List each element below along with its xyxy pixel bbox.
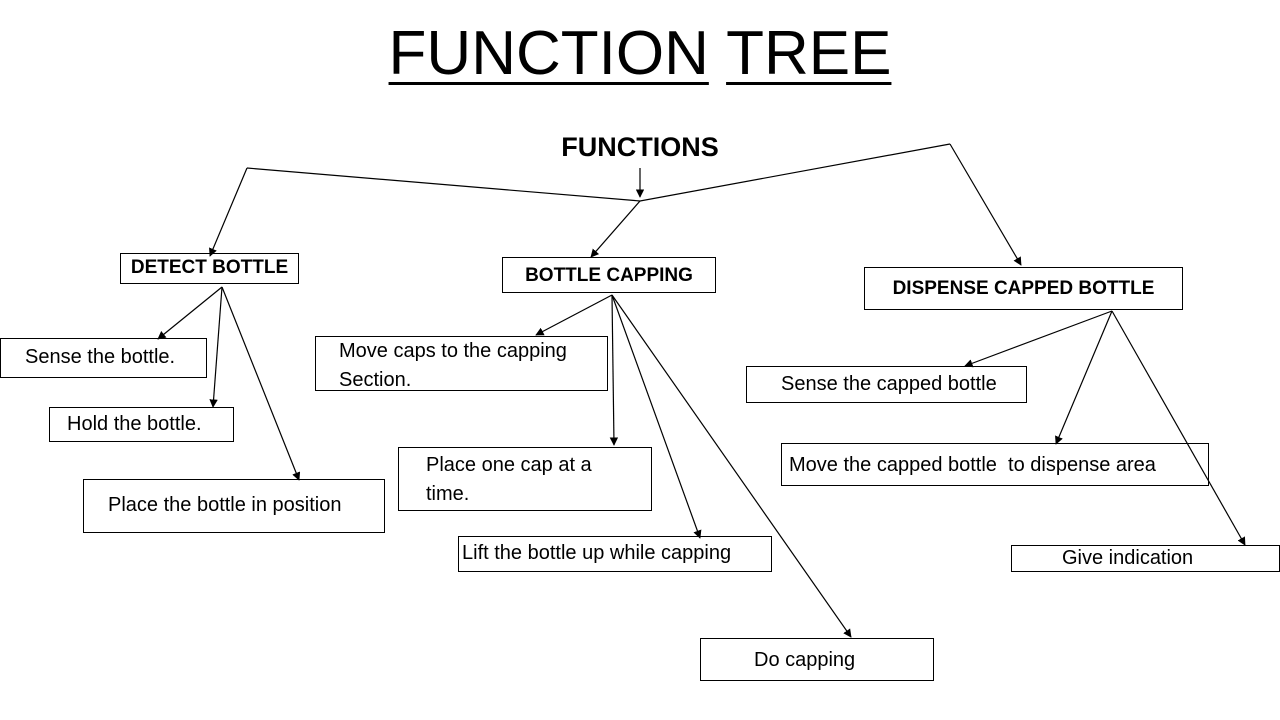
leaf-move-capped-bottle: Move the capped bottle to dispense area (781, 443, 1209, 486)
leaf-place-bottle: Place the bottle in position (83, 479, 385, 533)
arrow-capping-2 (609, 294, 619, 446)
leaf-move-caps-label: Move caps to the capping Section. (339, 340, 567, 391)
arrow-capping-4 (611, 294, 852, 638)
node-detect-bottle: DETECT BOTTLE (120, 253, 299, 284)
leaf-move-capped-label: Move the capped bottle to dispense area (789, 454, 1156, 476)
arrow-dispense-2 (1055, 310, 1113, 445)
leaf-do-capping: Do capping (700, 638, 934, 681)
node-detect-bottle-label: DETECT BOTTLE (130, 257, 289, 278)
arrow-detect-1 (157, 286, 223, 340)
root-bar (246, 143, 951, 202)
arrow-to-dispense (949, 143, 1022, 266)
node-dispense-capped-bottle: DISPENSE CAPPED BOTTLE (864, 267, 1183, 310)
arrow-dispense-1 (964, 310, 1113, 368)
leaf-move-caps: Move caps to the capping Section. (315, 336, 608, 391)
leaf-sense-bottle: Sense the bottle. (0, 338, 207, 378)
leaf-lift-bottle-label: Lift the bottle up while capping (462, 542, 732, 564)
arrow-detect-3 (221, 286, 301, 481)
root-node-functions: FUNCTIONS (561, 132, 719, 162)
arrow-to-detect (209, 167, 248, 257)
node-bottle-capping: BOTTLE CAPPING (502, 257, 716, 293)
leaf-hold-bottle-label: Hold the bottle. (67, 413, 202, 435)
arrow-capping-1 (535, 294, 613, 336)
arrow-capping-3 (611, 294, 702, 539)
arrow-to-capping (590, 200, 641, 258)
leaf-give-indication: Give indication (1011, 545, 1280, 572)
arrow-detect-2 (209, 286, 223, 408)
arrow-dispense-3 (1111, 310, 1246, 546)
title-word-tree: TREE (726, 19, 892, 88)
leaf-sense-bottle-label: Sense the bottle. (25, 346, 176, 368)
page-title: FUNCTION TREE (0, 18, 1280, 90)
node-bottle-capping-label: BOTTLE CAPPING (525, 265, 693, 286)
title-word-function: FUNCTION (388, 19, 709, 88)
leaf-sense-capped-bottle: Sense the capped bottle (746, 366, 1027, 403)
leaf-hold-bottle: Hold the bottle. (49, 407, 234, 442)
node-dispense-label: DISPENSE CAPPED BOTTLE (892, 278, 1155, 299)
leaf-do-capping-label: Do capping (754, 649, 856, 671)
leaf-place-bottle-label: Place the bottle in position (108, 494, 342, 516)
leaf-give-indication-label: Give indication (1062, 547, 1194, 569)
leaf-place-cap: Place one cap at a time. (398, 447, 652, 511)
leaf-place-cap-label: Place one cap at a time. (426, 454, 592, 505)
leaf-lift-bottle: Lift the bottle up while capping (458, 536, 772, 572)
leaf-sense-capped-label: Sense the capped bottle (781, 373, 997, 395)
